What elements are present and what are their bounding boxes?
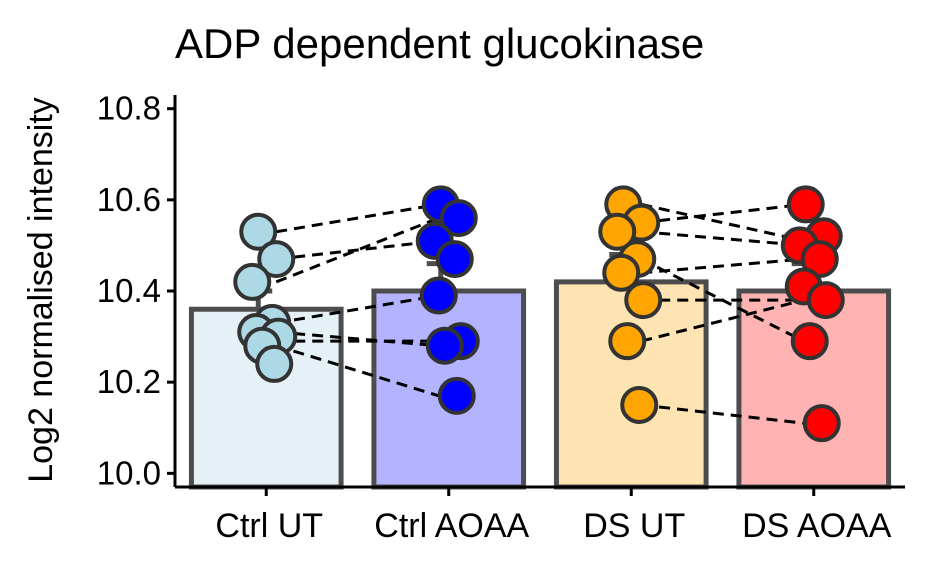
data-point: [786, 185, 825, 224]
data-point: [425, 326, 464, 365]
pair-lines-layer: [275, 202, 805, 425]
pair-line: [276, 239, 439, 261]
y-tick-label: 10.8: [97, 90, 161, 127]
pair-line: [641, 230, 804, 247]
pair-line: [276, 202, 439, 234]
data-point: [598, 212, 637, 251]
data-point: [437, 376, 476, 415]
pair-line: [640, 298, 805, 343]
x-tick-label: Ctrl UT: [215, 507, 323, 545]
data-point: [257, 240, 296, 279]
data-point: [800, 240, 839, 279]
data-point: [255, 344, 294, 383]
axes-layer: 10.0 10.2 10.4 10.6 10.8 Ctrl UT Ctrl AOAA DS U…: [97, 90, 905, 545]
data-point: [602, 253, 641, 292]
pair-line: [275, 216, 440, 284]
pair-line: [276, 294, 439, 325]
chart-title: ADP dependent glucokinase: [175, 20, 704, 67]
y-axis-label: Log2 normalised intensity: [22, 97, 60, 483]
x-tick-label: Ctrl AOAA: [374, 507, 529, 545]
data-point: [239, 212, 278, 251]
pair-line: [641, 257, 804, 275]
pair-line: [275, 344, 440, 398]
pair-line: [641, 202, 804, 225]
data-point: [790, 322, 829, 361]
data-point: [233, 262, 272, 301]
x-tick-label: DS AOAA: [742, 507, 892, 545]
data-point: [419, 276, 458, 315]
points-layer: [233, 185, 845, 443]
x-tick-label: DS UT: [583, 507, 685, 545]
data-point: [608, 322, 647, 361]
pair-line: [276, 330, 439, 348]
pair-line: [641, 403, 804, 425]
data-point: [435, 240, 474, 279]
data-point: [439, 199, 478, 238]
data-point: [802, 404, 841, 443]
y-tick-label: 10.4: [97, 272, 161, 309]
data-point: [624, 281, 663, 320]
data-point: [806, 281, 845, 320]
bar: [736, 288, 892, 490]
bars-layer: [188, 279, 892, 490]
pair-line: [640, 202, 805, 243]
y-tick-label: 10.6: [97, 181, 161, 218]
data-point: [620, 385, 659, 424]
y-tick-label: 10.0: [97, 454, 161, 491]
y-tick-label: 10.2: [97, 363, 161, 400]
